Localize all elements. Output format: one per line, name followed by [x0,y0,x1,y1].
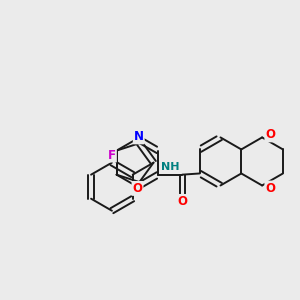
Text: NH: NH [161,162,179,172]
Text: N: N [134,130,144,143]
Text: O: O [265,182,275,194]
Text: O: O [265,128,275,141]
Text: O: O [133,182,142,195]
Text: F: F [108,148,116,162]
Text: O: O [177,195,187,208]
